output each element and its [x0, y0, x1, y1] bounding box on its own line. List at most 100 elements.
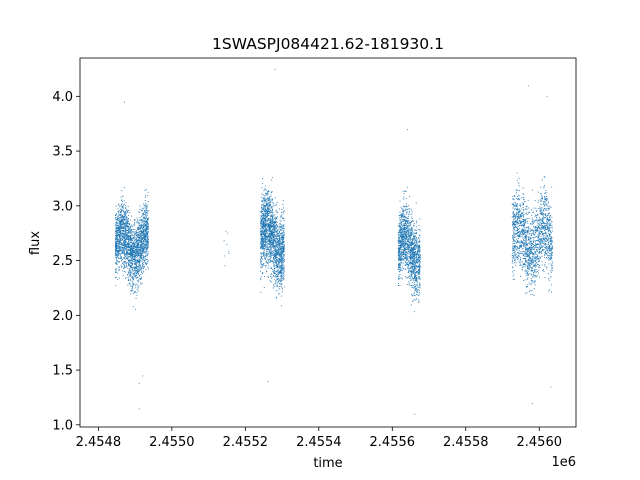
data-point: [116, 246, 118, 248]
data-point: [125, 220, 127, 222]
data-point: [133, 291, 135, 293]
data-point: [275, 259, 277, 261]
data-point: [145, 209, 147, 211]
data-point: [273, 228, 274, 230]
data-point: [407, 276, 409, 278]
data-point: [140, 223, 142, 225]
data-point: [121, 216, 123, 217]
data-point: [126, 246, 128, 247]
data-point: [142, 255, 144, 257]
data-point: [137, 237, 139, 238]
data-point: [412, 220, 414, 222]
data-point: [264, 219, 266, 221]
data-point: [274, 234, 276, 236]
data-point: [131, 280, 133, 282]
data-point: [279, 282, 280, 284]
data-point: [126, 244, 128, 245]
data-point: [125, 262, 127, 264]
data-point: [143, 225, 144, 227]
data-point: [399, 257, 401, 259]
data-point: [124, 213, 126, 215]
data-point: [270, 258, 271, 260]
data-point: [125, 205, 126, 207]
data-point: [132, 250, 134, 252]
data-point: [281, 258, 283, 260]
data-point: [401, 233, 403, 235]
data-point: [262, 197, 264, 199]
data-point: [264, 243, 265, 245]
data-point: [146, 206, 148, 208]
data-point: [135, 237, 137, 239]
data-point: [283, 225, 285, 227]
data-point: [137, 272, 139, 274]
data-point: [404, 190, 406, 192]
data-point: [271, 210, 273, 211]
data-point: [272, 243, 274, 245]
data-point: [262, 239, 264, 241]
data-point: [266, 254, 268, 256]
data-point: [118, 251, 120, 252]
data-point: [263, 251, 265, 253]
data-point: [275, 290, 277, 292]
data-point: [120, 225, 122, 227]
data-point: [138, 248, 140, 250]
data-point: [268, 255, 270, 257]
data-point: [279, 260, 281, 262]
data-point: [281, 214, 283, 216]
data-point: [138, 243, 140, 245]
data-point: [282, 235, 284, 237]
data-point: [266, 216, 268, 218]
data-point: [267, 211, 269, 213]
data-point: [280, 255, 282, 257]
data-point: [136, 234, 138, 236]
data-point: [408, 272, 410, 274]
data-point: [260, 259, 261, 260]
data-point: [128, 229, 129, 231]
data-point: [270, 242, 271, 244]
data-point: [273, 276, 275, 277]
data-point: [272, 245, 274, 247]
data-point: [263, 202, 265, 204]
data-point: [143, 251, 145, 253]
data-point: [260, 264, 262, 266]
data-point: [117, 257, 119, 259]
data-point: [131, 260, 133, 262]
data-point: [267, 224, 269, 226]
data-point: [120, 246, 122, 247]
data-point: [280, 265, 281, 267]
data-point: [281, 287, 283, 289]
data-point: [127, 219, 129, 221]
data-point: [134, 256, 136, 258]
data-point: [137, 279, 139, 281]
data-point: [419, 264, 421, 266]
data-point: [283, 266, 285, 268]
data-point: [418, 247, 420, 249]
data-point: [270, 238, 271, 240]
data-point: [409, 228, 411, 230]
data-point: [406, 223, 408, 224]
data-point: [269, 251, 271, 253]
data-point: [128, 252, 130, 254]
data-point: [412, 243, 414, 245]
data-point: [134, 233, 136, 235]
data-point: [144, 266, 146, 268]
data-point: [130, 289, 132, 291]
data-point: [264, 236, 266, 238]
data-point: [403, 209, 405, 211]
data-point: [269, 229, 271, 231]
data-point: [275, 270, 277, 272]
data-point: [271, 244, 273, 245]
data-point: [267, 242, 269, 244]
data-point: [410, 249, 412, 250]
data-point: [282, 272, 284, 274]
data-point: [124, 223, 125, 224]
data-points: [114, 68, 553, 415]
data-point: [275, 243, 277, 245]
data-point: [124, 231, 126, 233]
data-point: [129, 236, 131, 238]
data-point: [281, 283, 283, 285]
data-point: [145, 259, 147, 261]
data-point: [261, 222, 263, 224]
data-point: [132, 248, 134, 250]
data-point: [275, 230, 277, 232]
